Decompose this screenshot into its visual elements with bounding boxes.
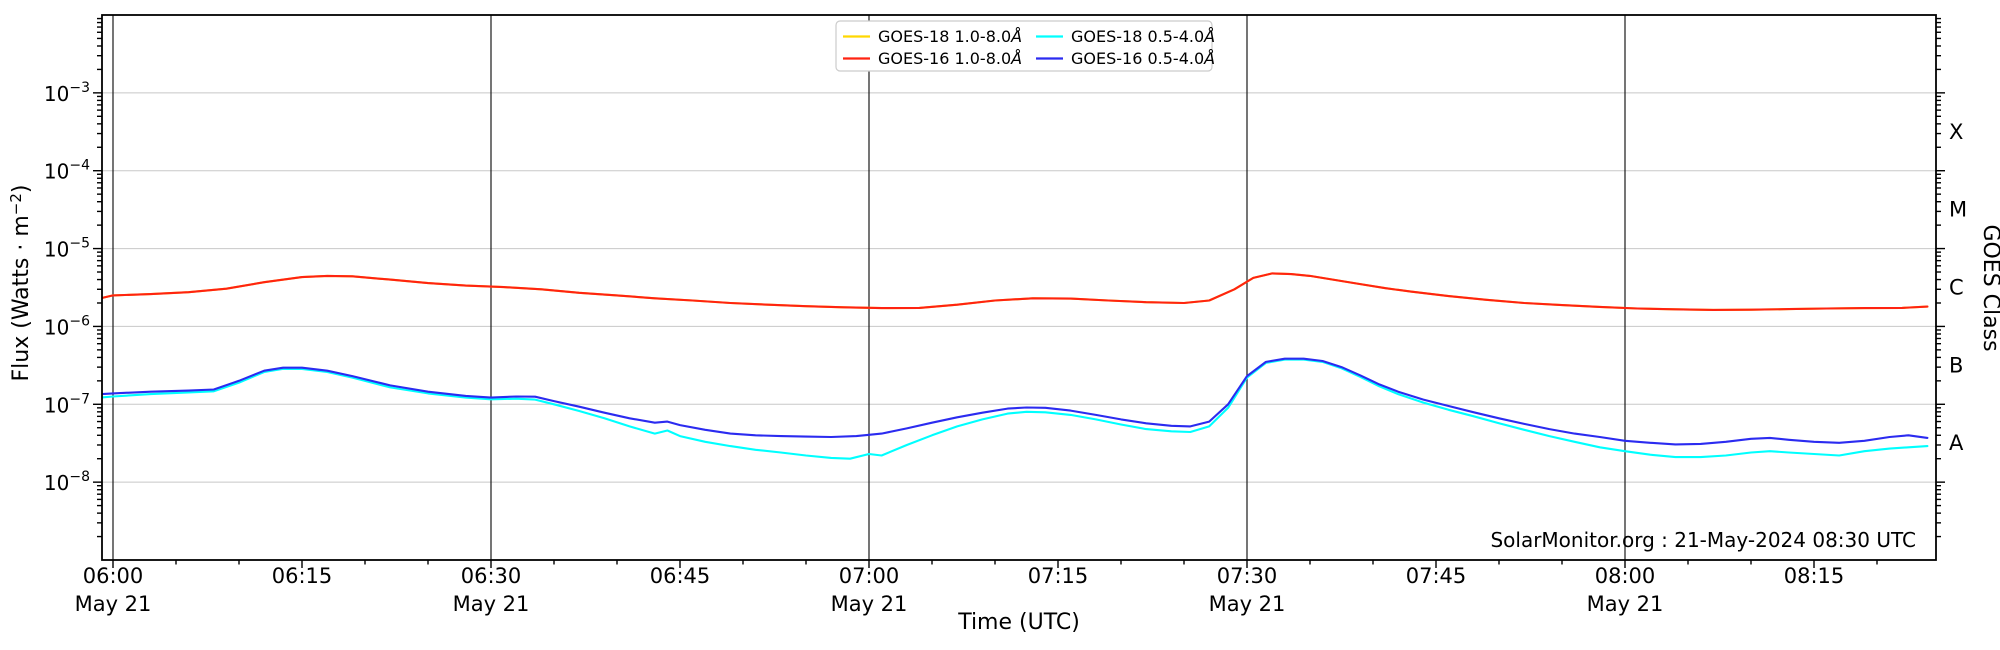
goes-class-label: A <box>1949 431 1964 455</box>
y-tick-label: 10−3 <box>44 80 90 106</box>
x-date-label: May 21 <box>453 592 530 616</box>
y-tick-label: 10−8 <box>44 469 90 495</box>
goes-class-label: M <box>1949 198 1967 222</box>
series-line-goes18_short <box>102 358 1929 460</box>
x-date-label: May 21 <box>831 592 908 616</box>
x-date-label: May 21 <box>75 592 152 616</box>
y-tick-label: 10−4 <box>44 158 90 184</box>
goes-class-label: C <box>1949 276 1964 300</box>
goes-class-labels: X M C B A <box>1949 120 1967 455</box>
legend-label-goes18_long: GOES-18 1.0-8.0Å <box>878 27 1022 46</box>
x-tick-label: 06:00 <box>83 564 144 588</box>
x-date-label: May 21 <box>1587 592 1664 616</box>
y-tick-label: 10−6 <box>44 313 90 339</box>
series-line-goes16_long <box>102 272 1929 311</box>
watermark-timestamp: SolarMonitor.org : 21-May-2024 08:30 UTC <box>1490 528 1916 552</box>
y-tick-label: 10−7 <box>44 391 90 417</box>
y-axis-title-left: Flux (Watts · m−2) <box>7 185 34 382</box>
legend-box <box>835 20 1213 72</box>
x-tick-label: 06:45 <box>650 564 711 588</box>
legend-label-goes16_long: GOES-16 1.0-8.0Å <box>878 49 1022 68</box>
legend: GOES-18 1.0-8.0Å GOES-16 1.0-8.0Å GOES-18 … <box>835 20 1215 72</box>
x-axis-title: Time (UTC) <box>957 610 1080 635</box>
x-date-label: May 21 <box>1209 592 1286 616</box>
y-axis-title-right: GOES Class <box>1978 224 2000 351</box>
axes-and-ticks <box>93 14 1945 568</box>
goes-class-label: B <box>1949 353 1963 377</box>
flux-curves <box>102 272 1929 460</box>
grid-layer <box>102 15 1936 560</box>
x-tick-label: 08:15 <box>1784 564 1845 588</box>
x-tick-label: 06:15 <box>272 564 333 588</box>
x-tick-label: 07:30 <box>1217 564 1278 588</box>
plot-border <box>101 14 1937 561</box>
x-tick-label: 08:00 <box>1595 564 1656 588</box>
series-line-goes16_short <box>102 357 1929 446</box>
x-tick-label: 07:00 <box>839 564 900 588</box>
legend-label-goes16_short: GOES-16 0.5-4.0Å <box>1071 49 1215 68</box>
goes-class-label: X <box>1949 120 1963 144</box>
x-tick-label: 07:15 <box>1028 564 1089 588</box>
tick-labels: 06:00 May 21 06:15 06:30 May 21 06:45 07:00 May… <box>44 80 1844 616</box>
y-tick-label: 10−5 <box>44 236 90 262</box>
legend-label-goes18_short: GOES-18 0.5-4.0Å <box>1071 27 1215 46</box>
x-tick-label: 07:45 <box>1406 564 1467 588</box>
x-tick-label: 06:30 <box>461 564 522 588</box>
